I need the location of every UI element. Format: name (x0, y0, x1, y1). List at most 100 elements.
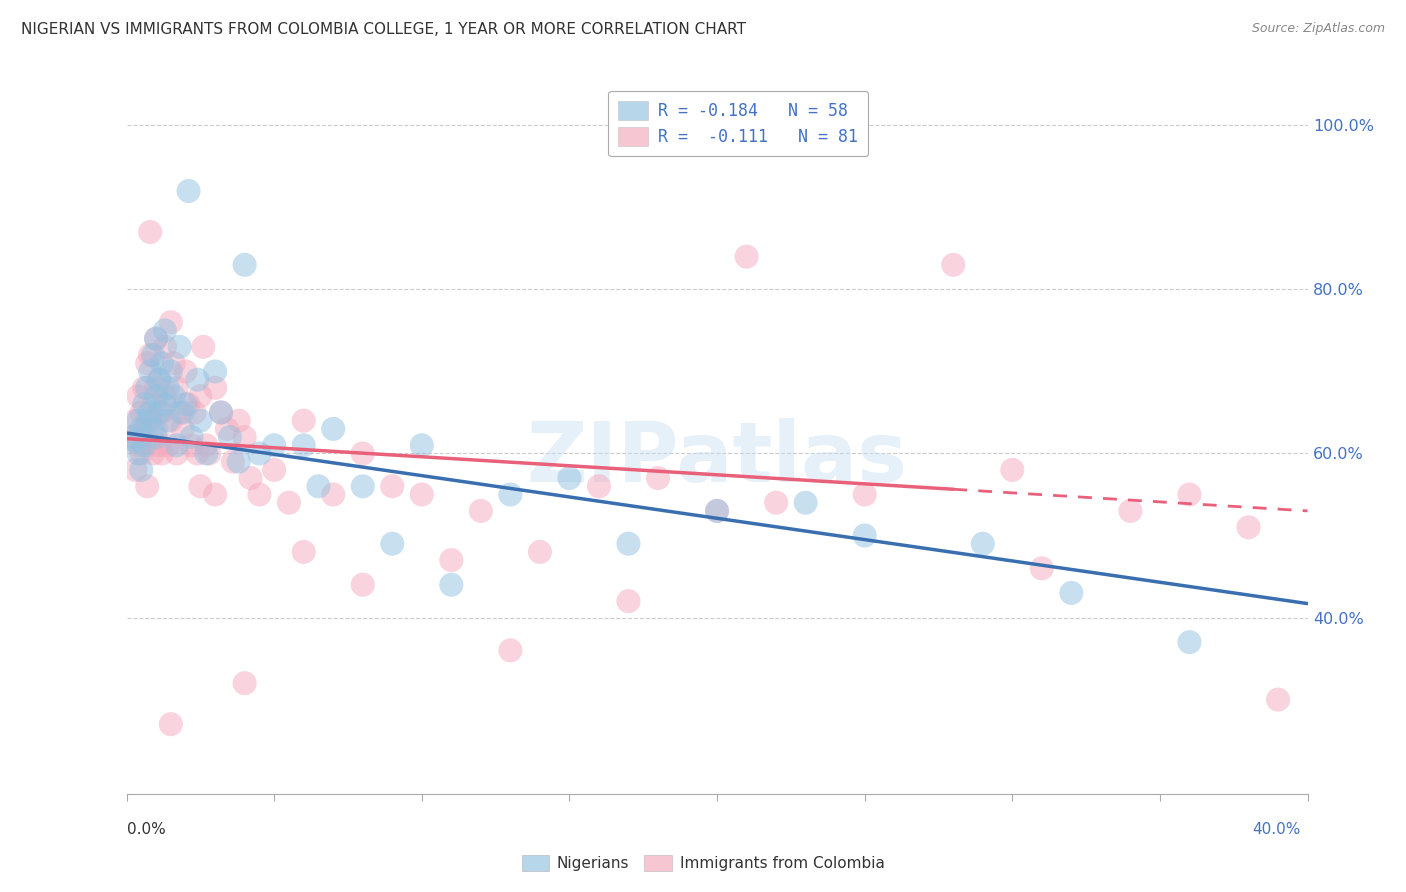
Point (124, 434, 146, 449)
Point (142, 422, 165, 436)
Point (188, 479, 211, 493)
Point (1060, 586, 1083, 600)
Point (169, 405, 191, 419)
Point (159, 717, 183, 731)
Point (440, 578, 463, 592)
Point (195, 438, 218, 452)
Point (166, 446, 188, 460)
Point (129, 405, 153, 419)
Point (215, 422, 238, 436)
Point (134, 422, 156, 436)
Point (145, 332, 167, 346)
Point (381, 479, 404, 493)
Point (136, 356, 159, 370)
Point (139, 405, 162, 419)
Point (853, 528, 876, 542)
Point (163, 389, 186, 403)
Point (159, 414, 183, 428)
Point (172, 422, 194, 436)
Point (942, 258, 965, 272)
Point (195, 446, 218, 460)
Point (706, 504, 728, 518)
Point (145, 389, 167, 403)
Point (352, 479, 374, 493)
Point (499, 487, 522, 501)
Point (292, 414, 315, 428)
Point (1119, 504, 1142, 518)
Point (142, 348, 165, 362)
Point (209, 405, 232, 419)
Point (322, 487, 344, 501)
Point (139, 348, 162, 362)
Point (142, 446, 165, 460)
Point (588, 479, 610, 493)
Point (247, 446, 270, 460)
Point (204, 381, 226, 395)
Point (204, 364, 226, 378)
Point (145, 430, 167, 444)
Point (148, 373, 170, 387)
Point (174, 364, 197, 378)
Point (617, 594, 640, 608)
Point (183, 405, 205, 419)
Point (163, 356, 186, 370)
Point (972, 537, 994, 551)
Point (352, 446, 374, 460)
Point (381, 537, 404, 551)
Point (292, 545, 315, 559)
Text: NIGERIAN VS IMMIGRANTS FROM COLOMBIA COLLEGE, 1 YEAR OR MORE CORRELATION CHART: NIGERIAN VS IMMIGRANTS FROM COLOMBIA COL… (21, 22, 747, 37)
Point (647, 471, 669, 485)
Point (166, 381, 188, 395)
Point (136, 381, 159, 395)
Point (159, 364, 183, 378)
Point (322, 422, 344, 436)
Point (124, 414, 146, 428)
Point (219, 430, 242, 444)
Point (127, 414, 149, 428)
Point (153, 340, 176, 354)
Point (134, 438, 156, 452)
Point (153, 397, 176, 411)
Point (188, 414, 211, 428)
Point (1001, 463, 1024, 477)
Point (1031, 561, 1053, 575)
Point (150, 446, 173, 460)
Point (233, 258, 256, 272)
Legend: R = -0.184   N = 58, R =  -0.111   N = 81: R = -0.184 N = 58, R = -0.111 N = 81 (609, 91, 868, 156)
Point (172, 405, 194, 419)
Point (193, 340, 215, 354)
Point (153, 389, 176, 403)
Point (145, 381, 167, 395)
Point (136, 479, 159, 493)
Point (307, 479, 329, 493)
Point (558, 471, 581, 485)
Point (177, 397, 200, 411)
Point (853, 487, 876, 501)
Point (169, 340, 191, 354)
Point (127, 438, 149, 452)
Point (765, 496, 787, 510)
Point (136, 414, 159, 428)
Point (180, 438, 202, 452)
Point (198, 446, 221, 460)
Point (177, 184, 200, 198)
Point (233, 430, 256, 444)
Point (794, 496, 817, 510)
Point (352, 578, 374, 592)
Point (278, 496, 301, 510)
Point (156, 381, 179, 395)
Point (145, 332, 167, 346)
Point (706, 504, 728, 518)
Point (156, 438, 179, 452)
Point (127, 389, 149, 403)
Point (263, 438, 285, 452)
Point (150, 356, 173, 370)
Point (121, 430, 143, 444)
Point (209, 405, 232, 419)
Point (145, 422, 167, 436)
Point (129, 446, 153, 460)
Point (204, 487, 226, 501)
Point (159, 315, 183, 329)
Text: ZIPatlas: ZIPatlas (527, 418, 907, 499)
Point (186, 446, 208, 460)
